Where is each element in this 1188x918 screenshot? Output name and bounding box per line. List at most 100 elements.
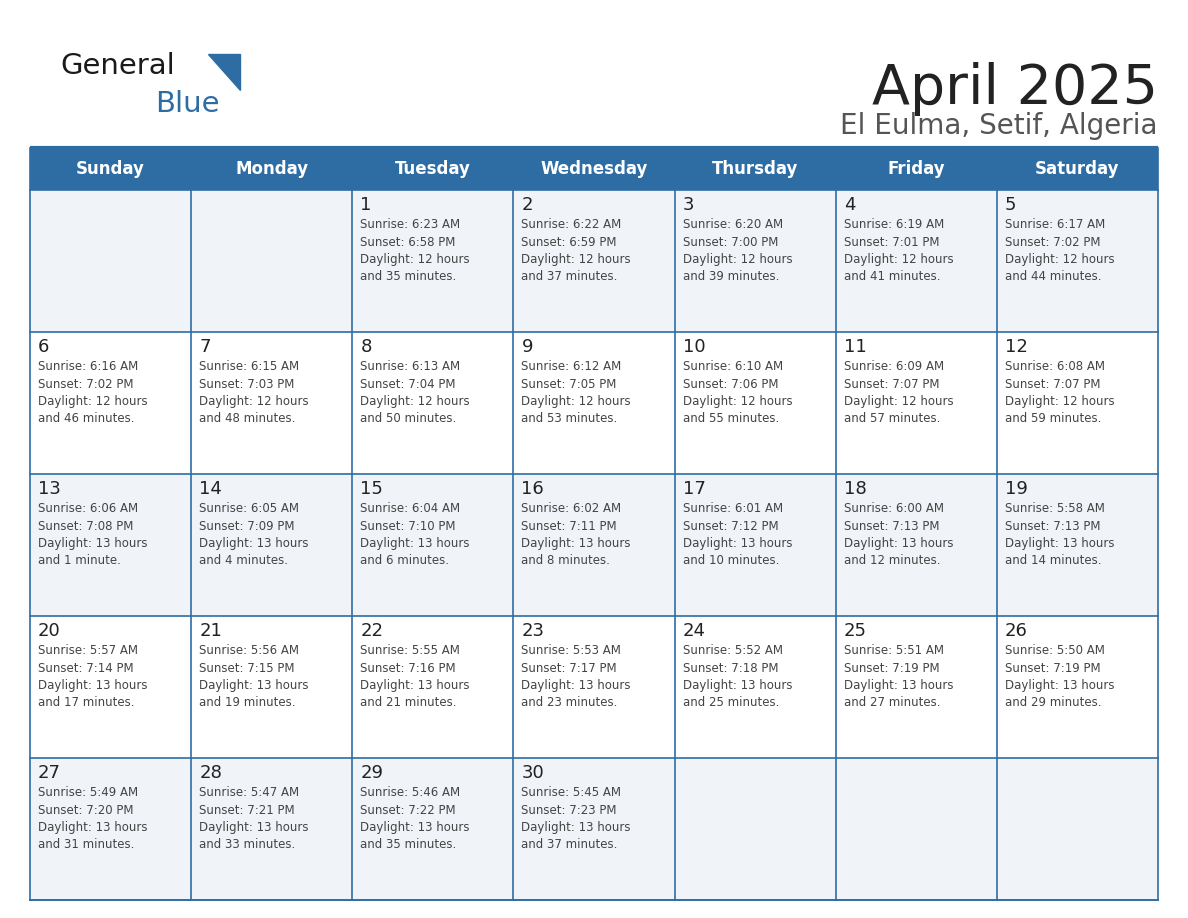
Text: 30: 30 xyxy=(522,764,544,782)
Text: 24: 24 xyxy=(683,622,706,640)
Text: 4: 4 xyxy=(843,196,855,214)
Text: Sunrise: 5:46 AM
Sunset: 7:22 PM
Daylight: 13 hours
and 35 minutes.: Sunrise: 5:46 AM Sunset: 7:22 PM Dayligh… xyxy=(360,786,469,852)
Text: 25: 25 xyxy=(843,622,867,640)
Text: Friday: Friday xyxy=(887,160,946,178)
Text: Sunrise: 6:09 AM
Sunset: 7:07 PM
Daylight: 12 hours
and 57 minutes.: Sunrise: 6:09 AM Sunset: 7:07 PM Dayligh… xyxy=(843,360,953,426)
Bar xyxy=(675,190,835,332)
Bar xyxy=(997,190,1158,332)
Text: 10: 10 xyxy=(683,338,706,356)
Text: 7: 7 xyxy=(200,338,210,356)
Text: 13: 13 xyxy=(38,480,61,498)
Bar xyxy=(675,758,835,900)
Text: Sunrise: 6:01 AM
Sunset: 7:12 PM
Daylight: 13 hours
and 10 minutes.: Sunrise: 6:01 AM Sunset: 7:12 PM Dayligh… xyxy=(683,502,792,567)
Text: April 2025: April 2025 xyxy=(872,62,1158,116)
Bar xyxy=(191,190,353,332)
Text: Sunrise: 6:10 AM
Sunset: 7:06 PM
Daylight: 12 hours
and 55 minutes.: Sunrise: 6:10 AM Sunset: 7:06 PM Dayligh… xyxy=(683,360,792,426)
Text: 1: 1 xyxy=(360,196,372,214)
Bar xyxy=(30,148,191,190)
Text: 14: 14 xyxy=(200,480,222,498)
Text: 22: 22 xyxy=(360,622,384,640)
Text: Sunrise: 5:49 AM
Sunset: 7:20 PM
Daylight: 13 hours
and 31 minutes.: Sunrise: 5:49 AM Sunset: 7:20 PM Dayligh… xyxy=(38,786,147,852)
Bar xyxy=(997,758,1158,900)
Bar xyxy=(513,148,675,190)
Text: Wednesday: Wednesday xyxy=(541,160,647,178)
Bar xyxy=(353,332,513,474)
Text: Sunrise: 6:06 AM
Sunset: 7:08 PM
Daylight: 13 hours
and 1 minute.: Sunrise: 6:06 AM Sunset: 7:08 PM Dayligh… xyxy=(38,502,147,567)
Bar xyxy=(30,616,191,758)
Bar xyxy=(513,758,675,900)
Text: Sunrise: 5:50 AM
Sunset: 7:19 PM
Daylight: 13 hours
and 29 minutes.: Sunrise: 5:50 AM Sunset: 7:19 PM Dayligh… xyxy=(1005,644,1114,710)
Text: Sunrise: 6:02 AM
Sunset: 7:11 PM
Daylight: 13 hours
and 8 minutes.: Sunrise: 6:02 AM Sunset: 7:11 PM Dayligh… xyxy=(522,502,631,567)
Text: 19: 19 xyxy=(1005,480,1028,498)
Bar xyxy=(675,616,835,758)
Text: Sunrise: 6:05 AM
Sunset: 7:09 PM
Daylight: 13 hours
and 4 minutes.: Sunrise: 6:05 AM Sunset: 7:09 PM Dayligh… xyxy=(200,502,309,567)
Bar xyxy=(675,148,835,190)
Text: 20: 20 xyxy=(38,622,61,640)
Text: 11: 11 xyxy=(843,338,866,356)
Text: 9: 9 xyxy=(522,338,533,356)
Bar xyxy=(353,190,513,332)
Text: Sunrise: 5:52 AM
Sunset: 7:18 PM
Daylight: 13 hours
and 25 minutes.: Sunrise: 5:52 AM Sunset: 7:18 PM Dayligh… xyxy=(683,644,792,710)
Text: 6: 6 xyxy=(38,338,50,356)
Text: 21: 21 xyxy=(200,622,222,640)
Bar xyxy=(353,148,513,190)
Bar xyxy=(191,616,353,758)
Text: 16: 16 xyxy=(522,480,544,498)
Text: Sunrise: 6:22 AM
Sunset: 6:59 PM
Daylight: 12 hours
and 37 minutes.: Sunrise: 6:22 AM Sunset: 6:59 PM Dayligh… xyxy=(522,218,631,284)
Bar xyxy=(835,616,997,758)
Text: Sunrise: 5:53 AM
Sunset: 7:17 PM
Daylight: 13 hours
and 23 minutes.: Sunrise: 5:53 AM Sunset: 7:17 PM Dayligh… xyxy=(522,644,631,710)
Text: Sunrise: 5:56 AM
Sunset: 7:15 PM
Daylight: 13 hours
and 19 minutes.: Sunrise: 5:56 AM Sunset: 7:15 PM Dayligh… xyxy=(200,644,309,710)
Bar xyxy=(30,758,191,900)
Text: Saturday: Saturday xyxy=(1035,160,1119,178)
Bar xyxy=(997,148,1158,190)
Bar xyxy=(191,474,353,616)
Text: Sunrise: 6:23 AM
Sunset: 6:58 PM
Daylight: 12 hours
and 35 minutes.: Sunrise: 6:23 AM Sunset: 6:58 PM Dayligh… xyxy=(360,218,470,284)
Text: 28: 28 xyxy=(200,764,222,782)
Text: 18: 18 xyxy=(843,480,866,498)
Text: Monday: Monday xyxy=(235,160,308,178)
Text: 5: 5 xyxy=(1005,196,1017,214)
Text: Sunrise: 6:04 AM
Sunset: 7:10 PM
Daylight: 13 hours
and 6 minutes.: Sunrise: 6:04 AM Sunset: 7:10 PM Dayligh… xyxy=(360,502,469,567)
Bar xyxy=(997,616,1158,758)
Text: Sunrise: 6:13 AM
Sunset: 7:04 PM
Daylight: 12 hours
and 50 minutes.: Sunrise: 6:13 AM Sunset: 7:04 PM Dayligh… xyxy=(360,360,470,426)
Bar xyxy=(513,616,675,758)
Bar xyxy=(675,332,835,474)
Text: Sunrise: 5:51 AM
Sunset: 7:19 PM
Daylight: 13 hours
and 27 minutes.: Sunrise: 5:51 AM Sunset: 7:19 PM Dayligh… xyxy=(843,644,953,710)
Bar xyxy=(30,190,191,332)
Text: Sunrise: 6:00 AM
Sunset: 7:13 PM
Daylight: 13 hours
and 12 minutes.: Sunrise: 6:00 AM Sunset: 7:13 PM Dayligh… xyxy=(843,502,953,567)
Text: Sunrise: 6:17 AM
Sunset: 7:02 PM
Daylight: 12 hours
and 44 minutes.: Sunrise: 6:17 AM Sunset: 7:02 PM Dayligh… xyxy=(1005,218,1114,284)
Bar xyxy=(835,190,997,332)
Text: El Eulma, Setif, Algeria: El Eulma, Setif, Algeria xyxy=(840,112,1158,140)
Text: Sunrise: 6:20 AM
Sunset: 7:00 PM
Daylight: 12 hours
and 39 minutes.: Sunrise: 6:20 AM Sunset: 7:00 PM Dayligh… xyxy=(683,218,792,284)
Text: Sunrise: 5:45 AM
Sunset: 7:23 PM
Daylight: 13 hours
and 37 minutes.: Sunrise: 5:45 AM Sunset: 7:23 PM Dayligh… xyxy=(522,786,631,852)
Bar xyxy=(353,758,513,900)
Text: 3: 3 xyxy=(683,196,694,214)
Text: Blue: Blue xyxy=(154,90,220,118)
Text: 17: 17 xyxy=(683,480,706,498)
Text: 29: 29 xyxy=(360,764,384,782)
Bar xyxy=(30,474,191,616)
Bar xyxy=(835,332,997,474)
Bar xyxy=(835,148,997,190)
Text: Sunday: Sunday xyxy=(76,160,145,178)
Bar xyxy=(353,616,513,758)
Bar xyxy=(675,474,835,616)
Bar xyxy=(191,148,353,190)
Text: Sunrise: 6:16 AM
Sunset: 7:02 PM
Daylight: 12 hours
and 46 minutes.: Sunrise: 6:16 AM Sunset: 7:02 PM Dayligh… xyxy=(38,360,147,426)
Text: Tuesday: Tuesday xyxy=(394,160,470,178)
Text: Sunrise: 6:12 AM
Sunset: 7:05 PM
Daylight: 12 hours
and 53 minutes.: Sunrise: 6:12 AM Sunset: 7:05 PM Dayligh… xyxy=(522,360,631,426)
Text: Sunrise: 5:55 AM
Sunset: 7:16 PM
Daylight: 13 hours
and 21 minutes.: Sunrise: 5:55 AM Sunset: 7:16 PM Dayligh… xyxy=(360,644,469,710)
Bar xyxy=(353,474,513,616)
Bar xyxy=(835,758,997,900)
Bar xyxy=(191,758,353,900)
Text: 2: 2 xyxy=(522,196,533,214)
Bar xyxy=(513,474,675,616)
Text: Sunrise: 6:19 AM
Sunset: 7:01 PM
Daylight: 12 hours
and 41 minutes.: Sunrise: 6:19 AM Sunset: 7:01 PM Dayligh… xyxy=(843,218,953,284)
Text: Sunrise: 5:57 AM
Sunset: 7:14 PM
Daylight: 13 hours
and 17 minutes.: Sunrise: 5:57 AM Sunset: 7:14 PM Dayligh… xyxy=(38,644,147,710)
Bar xyxy=(997,332,1158,474)
Bar xyxy=(835,474,997,616)
Text: 12: 12 xyxy=(1005,338,1028,356)
Bar xyxy=(513,190,675,332)
Text: 15: 15 xyxy=(360,480,384,498)
Text: Sunrise: 5:58 AM
Sunset: 7:13 PM
Daylight: 13 hours
and 14 minutes.: Sunrise: 5:58 AM Sunset: 7:13 PM Dayligh… xyxy=(1005,502,1114,567)
